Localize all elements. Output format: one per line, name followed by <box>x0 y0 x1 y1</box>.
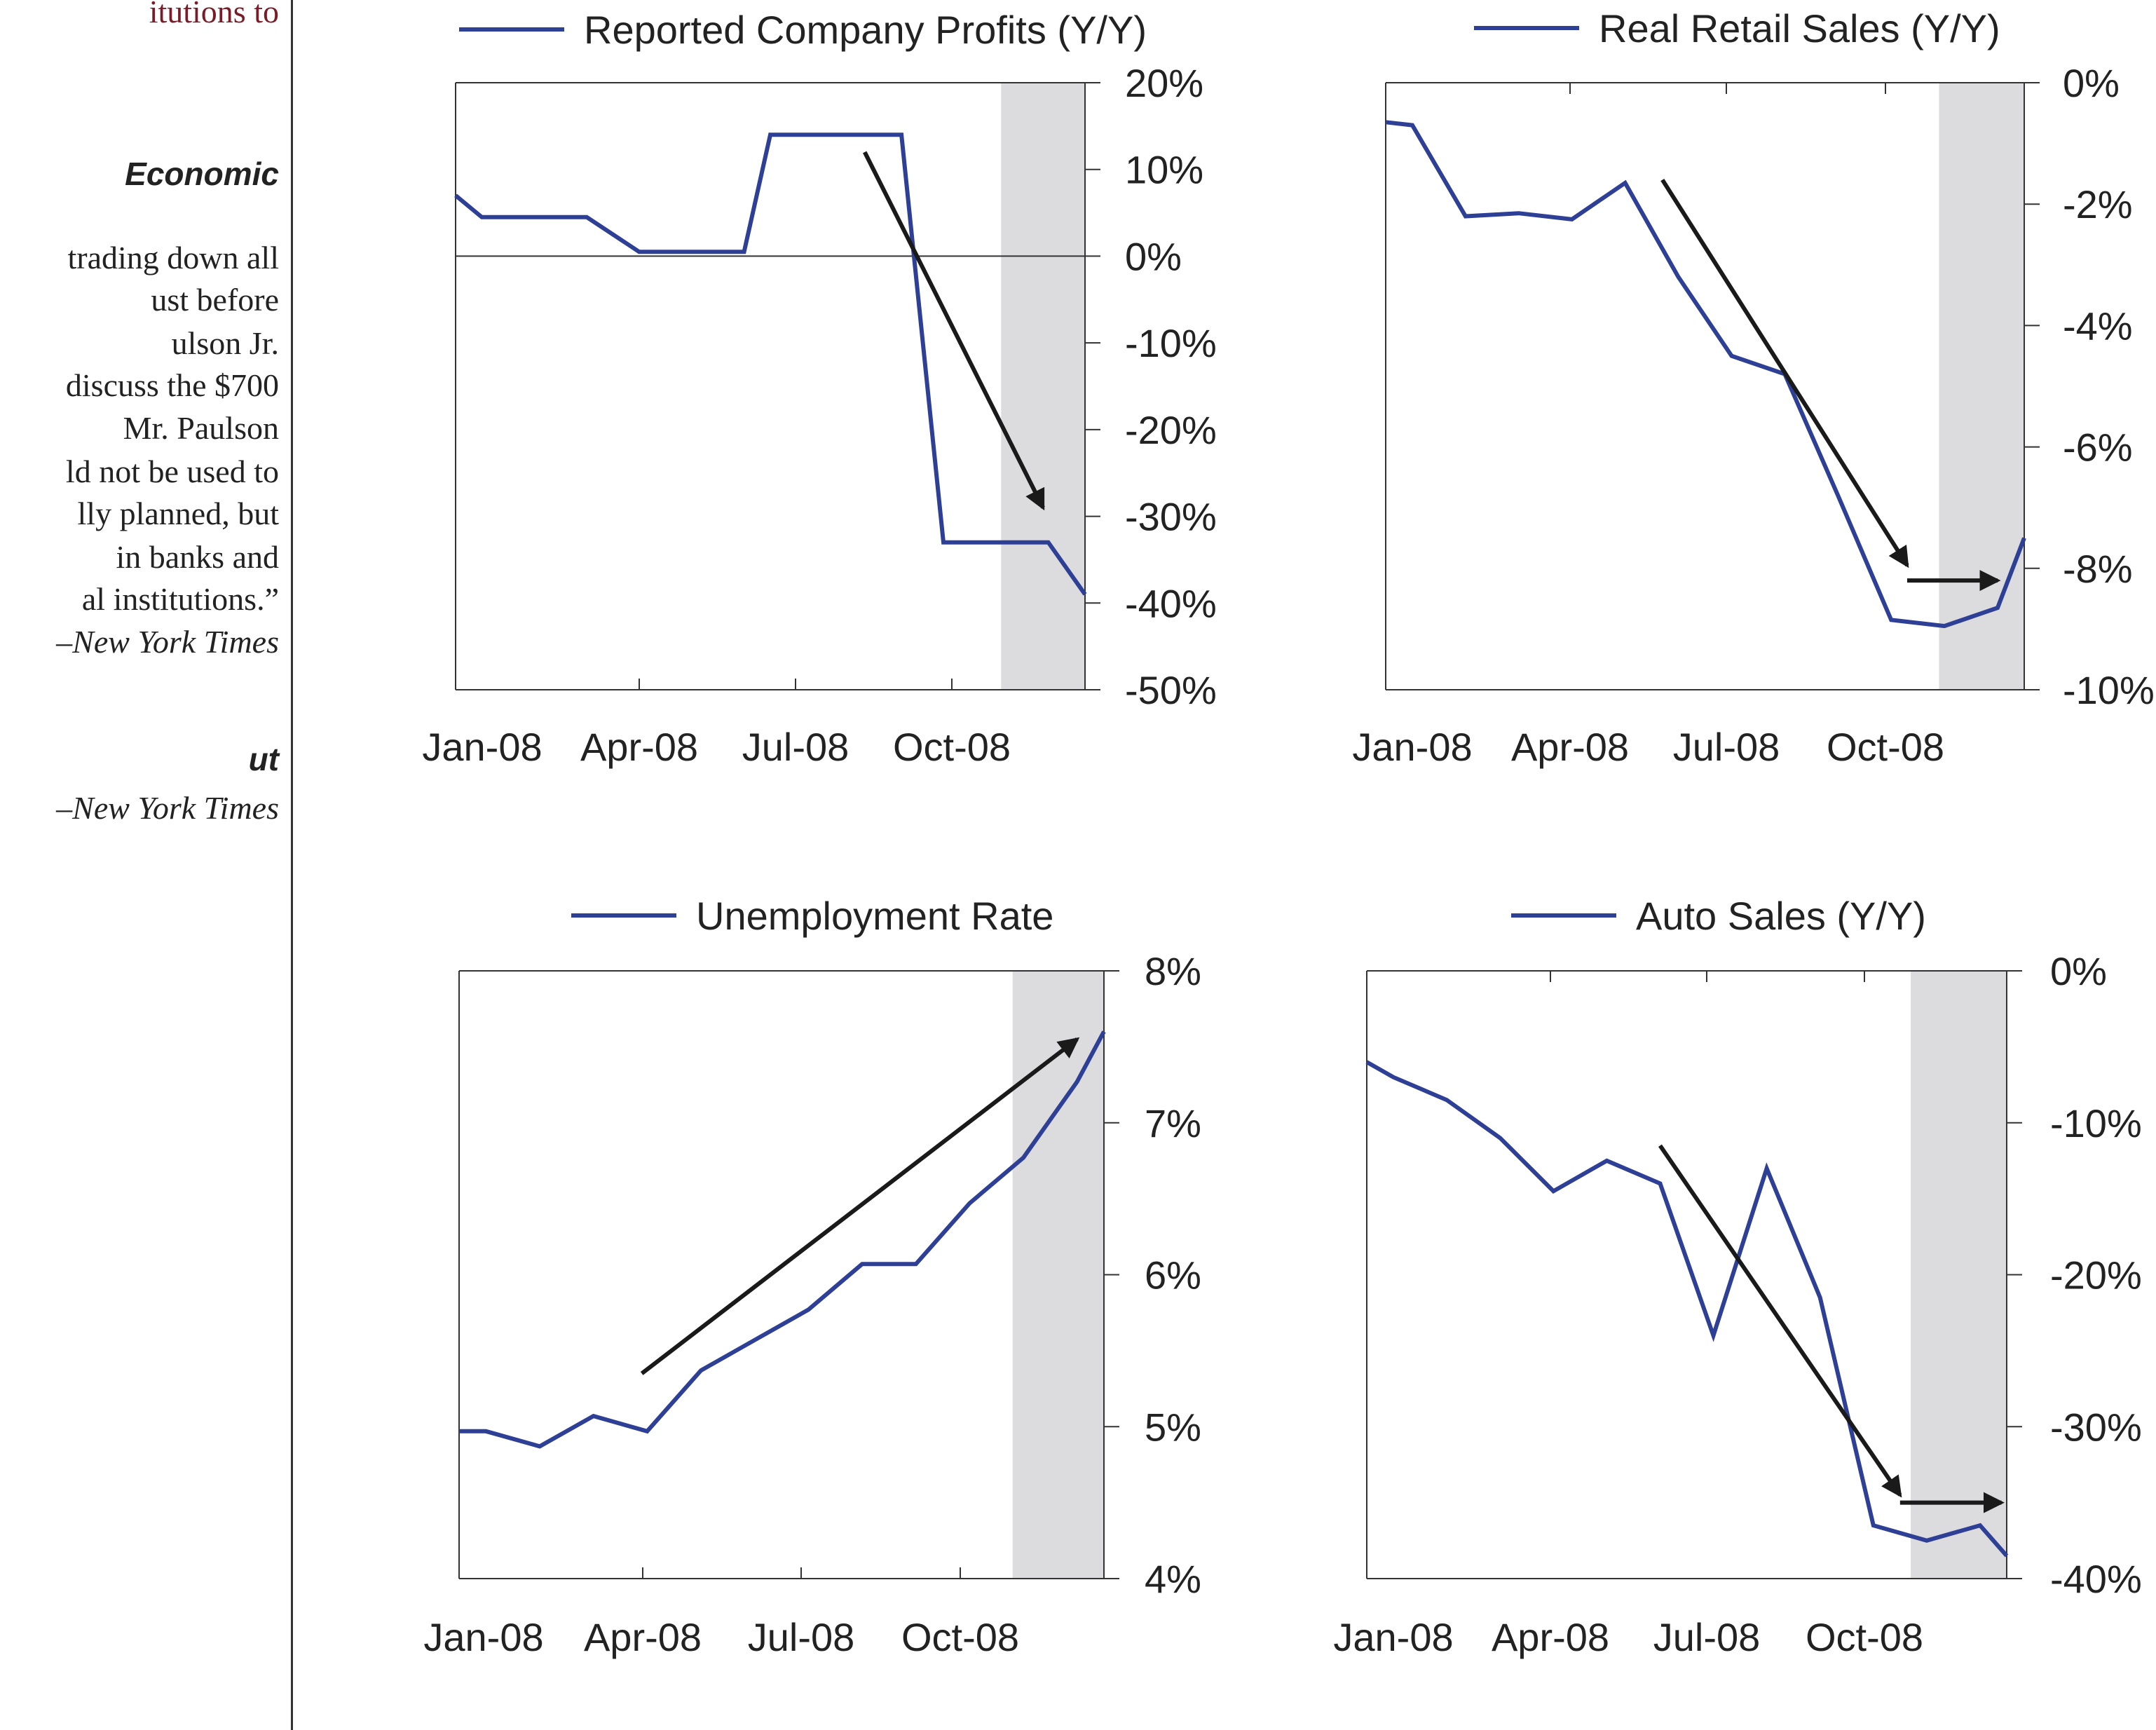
y-tick-label: -6% <box>2063 425 2133 470</box>
shaded-recession-region <box>1939 83 2024 690</box>
series-line <box>459 1030 1106 1449</box>
x-tick-label: Oct-08 <box>1806 1615 1923 1659</box>
sidebar-text-line: trading down all <box>67 240 280 275</box>
sidebar-text-line: ulson Jr. <box>171 325 279 361</box>
y-tick-label: -20% <box>1125 408 1217 452</box>
x-tick-label: Apr-08 <box>584 1615 702 1659</box>
x-tick-label: Jul-08 <box>748 1615 855 1659</box>
series-line <box>1365 1060 2009 1558</box>
legend-label: Unemployment Rate <box>696 894 1053 938</box>
legend-label: Real Retail Sales (Y/Y) <box>1599 6 2000 50</box>
x-tick-label: Jan-08 <box>423 1615 543 1659</box>
y-tick-label: 0% <box>1125 234 1182 278</box>
y-tick-label: 10% <box>1125 148 1203 192</box>
y-tick-label: 7% <box>1145 1101 1201 1145</box>
shaded-recession-region <box>1911 971 2007 1579</box>
y-tick-label: -30% <box>2050 1405 2142 1449</box>
y-tick-label: -20% <box>2050 1253 2142 1298</box>
x-tick-label: Oct-08 <box>901 1615 1019 1659</box>
y-tick-label: -40% <box>2050 1557 2142 1601</box>
sidebar-text-line: al institutions.” <box>81 581 279 617</box>
chart-panel-3: Jan-08 Apr-08 Jul-08 Oct-08 8% 7% 6% 5% 4% Unempl… <box>423 894 1201 1659</box>
trend-arrow <box>1660 178 1909 568</box>
series-line <box>454 132 1087 596</box>
trend-arrow <box>1658 1144 1902 1498</box>
sidebar-text-line: Mr. Paulson <box>123 410 279 446</box>
article-sidebar: itutions to Economic trading down all ust b… <box>0 0 292 1730</box>
x-tick-label: Jan-08 <box>1333 1615 1453 1659</box>
legend-label: Auto Sales (Y/Y) <box>1636 894 1926 938</box>
sidebar-heading: Economic <box>125 156 279 192</box>
x-tick-label: Jul-08 <box>1673 725 1780 769</box>
series-line <box>1385 120 2026 629</box>
sidebar-text-line: in banks and <box>116 539 279 575</box>
shaded-recession-region <box>1001 83 1085 690</box>
y-tick-label: 4% <box>1145 1557 1201 1601</box>
trend-arrow <box>863 151 1045 511</box>
y-tick-label: 0% <box>2063 61 2120 105</box>
y-tick-label: -8% <box>2063 547 2133 591</box>
legend-label: Reported Company Profits (Y/Y) <box>584 8 1147 52</box>
sidebar-text-line: discuss the $700 <box>65 367 279 403</box>
x-tick-label: Oct-08 <box>893 725 1011 769</box>
chart-panel-1: Jan-08 Apr-08 Jul-08 Oct-08 20% 10% 0% -10% -20%… <box>422 8 1216 769</box>
y-tick-label: -40% <box>1125 581 1217 625</box>
x-tick-label: Jul-08 <box>742 725 850 769</box>
x-tick-label: Jan-08 <box>422 725 542 769</box>
chart-panel-2: Jan-08 Apr-08 Jul-08 Oct-08 0% -2% -4% -6% -8% -1… <box>1352 6 2154 769</box>
sidebar-text-line: itutions to <box>149 0 279 29</box>
chart-panel-4: Jan-08 Apr-08 Jul-08 Oct-08 0% -10% -20% -30% -4… <box>1333 894 2141 1659</box>
trend-arrow <box>640 1037 1080 1375</box>
x-tick-label: Apr-08 <box>1492 1615 1609 1659</box>
x-tick-label: Apr-08 <box>1511 725 1629 769</box>
y-tick-label: 20% <box>1125 61 1203 105</box>
sidebar-heading: ut <box>248 741 279 777</box>
y-tick-label: -4% <box>2063 304 2133 348</box>
sidebar-citation: –New York Times <box>56 790 279 826</box>
y-tick-label: 5% <box>1145 1405 1201 1449</box>
column-divider <box>291 0 293 1730</box>
y-tick-label: 6% <box>1145 1253 1201 1298</box>
sidebar-text-line: lly planned, but <box>77 496 279 531</box>
y-tick-label: -30% <box>1125 495 1217 539</box>
x-tick-label: Oct-08 <box>1827 725 1944 769</box>
y-tick-label: -2% <box>2063 182 2133 226</box>
x-tick-label: Apr-08 <box>580 725 698 769</box>
x-tick-label: Jul-08 <box>1653 1615 1761 1659</box>
y-tick-label: -50% <box>1125 668 1217 712</box>
sidebar-text-line: ld not be used to <box>65 454 279 489</box>
shaded-recession-region <box>1012 971 1104 1579</box>
y-tick-label: -10% <box>2050 1101 2142 1145</box>
y-tick-label: 8% <box>1145 949 1201 993</box>
x-tick-label: Jan-08 <box>1352 725 1472 769</box>
sidebar-text-line: ust before <box>151 282 279 318</box>
y-tick-label: -10% <box>1125 321 1217 365</box>
y-tick-label: -10% <box>2063 668 2155 712</box>
sidebar-citation: –New York Times <box>56 624 279 660</box>
y-tick-label: 0% <box>2050 949 2107 993</box>
